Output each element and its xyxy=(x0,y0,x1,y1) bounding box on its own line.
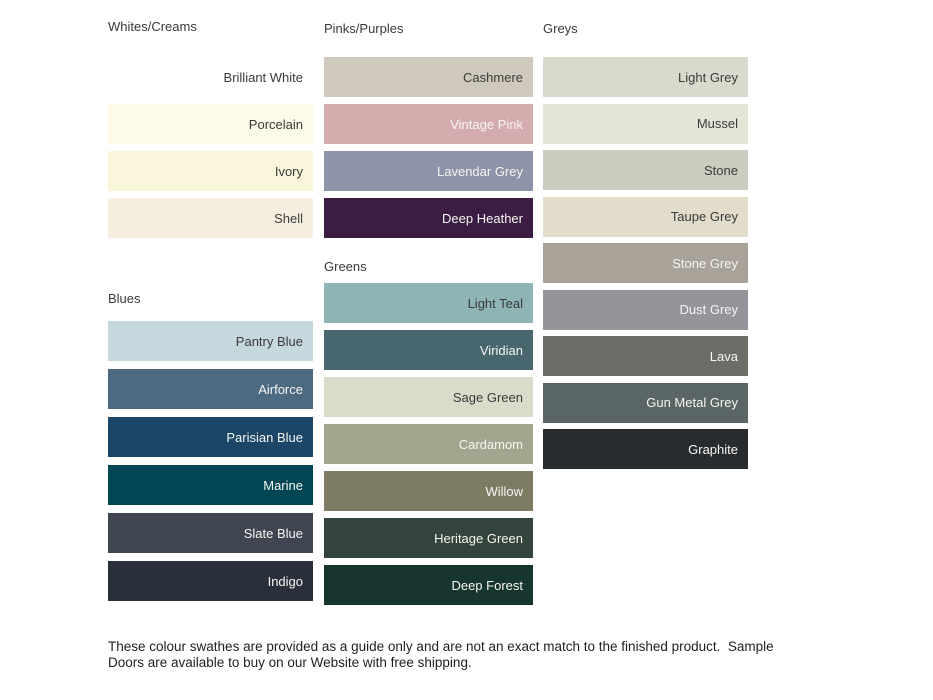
colour-swatch-label: Ivory xyxy=(274,163,303,179)
colour-swatch-label: Willow xyxy=(485,483,523,499)
colour-swatch-label: Sage Green xyxy=(452,389,523,405)
colour-swatch: Vintage Pink xyxy=(324,104,533,144)
colour-swatch: Parisian Blue xyxy=(108,417,313,457)
section-heading: Pinks/Purples xyxy=(324,21,404,36)
colour-swatch-label: Lava xyxy=(709,348,738,364)
footer-disclaimer: These colour swathes are provided as a g… xyxy=(108,639,788,670)
colour-swatch-label: Shell xyxy=(274,210,303,226)
colour-swatch: Ivory xyxy=(108,151,313,191)
colour-swatch: Slate Blue xyxy=(108,513,313,553)
swatch-list: Pantry Blue Airforce Parisian Blue Marin… xyxy=(108,321,313,601)
colour-swatch: Cardamom xyxy=(324,424,533,464)
colour-swatch-label: Heritage Green xyxy=(434,530,523,546)
column-whites-blues: Whites/Creams Brilliant White Porcelain … xyxy=(108,19,313,609)
colour-swatch: Sage Green xyxy=(324,377,533,417)
column-pinks-greens: Pinks/Purples Cashmere Vintage Pink Lave… xyxy=(324,21,533,612)
colour-swatch: Brilliant White xyxy=(108,57,313,97)
colour-swatch-label: Brilliant White xyxy=(223,69,303,85)
colour-swatch: Marine xyxy=(108,465,313,505)
colour-swatch: Stone xyxy=(543,150,748,190)
colour-swatch-label: Graphite xyxy=(688,441,738,457)
colour-swatch-label: Light Grey xyxy=(678,69,738,85)
colour-swatch: Deep Forest xyxy=(324,565,533,605)
section-heading: Greens xyxy=(324,259,367,274)
colour-swatch-label: Vintage Pink xyxy=(450,116,523,132)
section-heading: Blues xyxy=(108,291,141,306)
colour-swatch-label: Light Teal xyxy=(467,295,523,311)
colour-swatch: Lavendar Grey xyxy=(324,151,533,191)
colour-swatch: Cashmere xyxy=(324,57,533,97)
colour-swatch: Viridian xyxy=(324,330,533,370)
colour-section: Greens Light Teal Viridian Sage Green Ca… xyxy=(324,259,533,605)
colour-swatch: Taupe Grey xyxy=(543,196,748,237)
colour-swatch: Graphite xyxy=(543,429,748,469)
colour-swatch: Light Grey xyxy=(543,57,748,97)
colour-swatch: Mussel xyxy=(543,103,748,144)
swatch-list: Light Teal Viridian Sage Green Cardamom … xyxy=(324,283,533,605)
column-greys: Greys Light Grey Mussel Stone Taupe Grey… xyxy=(543,21,748,476)
colour-swatch-label: Gun Metal Grey xyxy=(646,395,738,410)
swatch-list: Brilliant White Porcelain Ivory Shell xyxy=(108,57,313,238)
colour-swatch: Dust Grey xyxy=(543,289,748,330)
footer-disclaimer-line: Doors are available to buy on our Websit… xyxy=(108,654,472,670)
colour-swatch-label: Stone xyxy=(704,162,738,178)
colour-swatch: Porcelain xyxy=(108,104,313,144)
colour-section: Pinks/Purples Cashmere Vintage Pink Lave… xyxy=(324,21,533,238)
colour-section: Whites/Creams Brilliant White Porcelain … xyxy=(108,19,313,238)
colour-section: Greys Light Grey Mussel Stone Taupe Grey… xyxy=(543,21,748,469)
footer-disclaimer-line: These colour swathes are provided as a g… xyxy=(108,639,774,654)
colour-swatch: Lava xyxy=(543,336,748,376)
colour-swatch-label: Taupe Grey xyxy=(670,209,738,224)
colour-swatch: Light Teal xyxy=(324,283,533,323)
colour-swatch: Indigo xyxy=(108,561,313,601)
colour-swatch: Shell xyxy=(108,198,313,238)
colour-swatch-label: Dust Grey xyxy=(679,302,738,317)
colour-swatch: Stone Grey xyxy=(543,243,748,283)
section-heading: Whites/Creams xyxy=(108,19,197,34)
colour-swatch: Gun Metal Grey xyxy=(543,382,748,423)
colour-swatch-label: Cardamom xyxy=(458,436,523,452)
colour-swatch-label: Pantry Blue xyxy=(235,333,303,349)
colour-swatch-label: Indigo xyxy=(267,573,303,589)
colour-section: Blues Pantry Blue Airforce Parisian Blue… xyxy=(108,291,313,601)
colour-swatch-label: Marine xyxy=(263,477,303,493)
colour-swatch-label: Stone Grey xyxy=(672,255,738,271)
colour-swatch-label: Porcelain xyxy=(248,116,303,132)
colour-swatch-label: Slate Blue xyxy=(243,525,303,541)
colour-swatch-label: Mussel xyxy=(696,116,738,131)
colour-swatch: Airforce xyxy=(108,369,313,409)
colour-swatch-label: Deep Heather xyxy=(442,210,523,226)
colour-swatch-label: Airforce xyxy=(258,381,303,397)
colour-swatch-label: Deep Forest xyxy=(451,577,523,593)
swatch-list: Light Grey Mussel Stone Taupe Grey Stone… xyxy=(543,57,748,469)
colour-swatch: Heritage Green xyxy=(324,518,533,558)
swatch-list: Cashmere Vintage Pink Lavendar Grey Deep… xyxy=(324,57,533,238)
colour-swatch-label: Viridian xyxy=(479,342,523,358)
colour-swatch: Willow xyxy=(324,471,533,511)
colour-swatch-label: Parisian Blue xyxy=(226,429,303,445)
colour-swatch: Deep Heather xyxy=(324,198,533,238)
colour-swatch-label: Cashmere xyxy=(463,69,523,85)
colour-swatch-label: Lavendar Grey xyxy=(437,163,523,179)
section-heading: Greys xyxy=(543,21,578,36)
colour-swatch: Pantry Blue xyxy=(108,321,313,361)
